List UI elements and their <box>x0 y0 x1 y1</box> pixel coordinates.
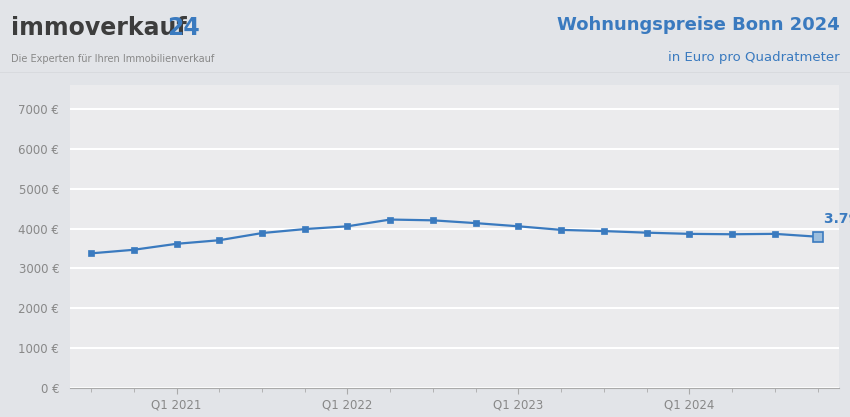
Text: in Euro pro Quadratmeter: in Euro pro Quadratmeter <box>668 51 840 64</box>
Text: 24: 24 <box>167 16 200 40</box>
Text: immoverkauf: immoverkauf <box>11 16 187 40</box>
Text: 3.798 €: 3.798 € <box>824 211 850 226</box>
Text: Wohnungspreise Bonn 2024: Wohnungspreise Bonn 2024 <box>558 16 840 34</box>
Text: Die Experten für Ihren Immobilienverkauf: Die Experten für Ihren Immobilienverkauf <box>11 54 214 64</box>
